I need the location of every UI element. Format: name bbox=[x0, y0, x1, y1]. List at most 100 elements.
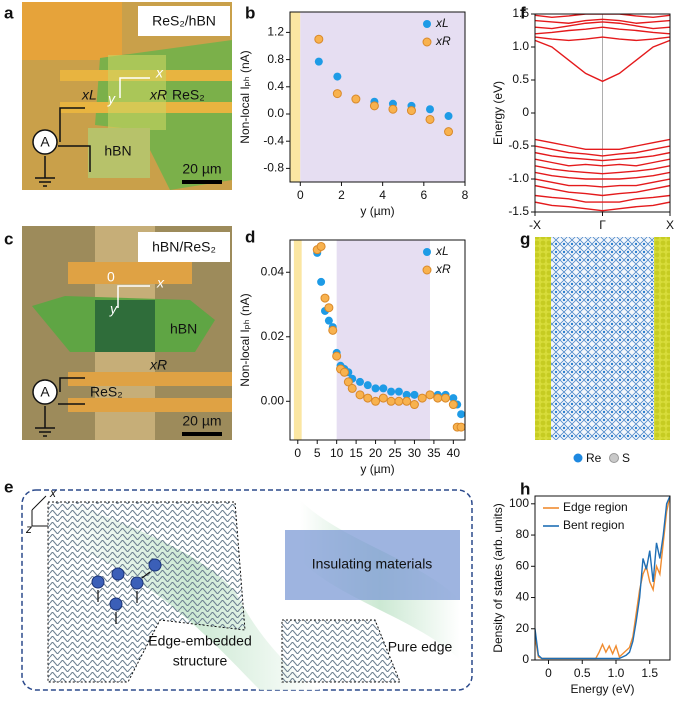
legend-label: xL bbox=[435, 244, 449, 258]
axis-arrows bbox=[31, 495, 48, 527]
overlap bbox=[108, 55, 166, 130]
x-tick-label: 2 bbox=[338, 188, 345, 202]
panel-c: c hBN/ReS₂ 0 x y hBN xR A ReS₂ 20 µm bbox=[4, 226, 232, 440]
line bbox=[535, 184, 670, 197]
x-tick-label: -X bbox=[529, 218, 541, 232]
probe-right: xR bbox=[149, 357, 167, 373]
marker bbox=[444, 127, 454, 137]
axis-y: y bbox=[109, 301, 118, 317]
x-tick-label: 6 bbox=[420, 188, 427, 202]
x-tick-label: 15 bbox=[349, 446, 363, 460]
marker bbox=[402, 396, 412, 406]
y-tick-label: 0 bbox=[522, 105, 529, 119]
panel-label: e bbox=[4, 477, 13, 496]
marker bbox=[425, 390, 435, 400]
line bbox=[535, 201, 670, 212]
marker bbox=[444, 112, 453, 121]
marker bbox=[456, 422, 466, 432]
ammeter bbox=[32, 379, 58, 405]
y-tick-label: -1.0 bbox=[508, 171, 529, 185]
x-tick-label: 0 bbox=[294, 446, 301, 460]
y-tick-label: 0.5 bbox=[512, 72, 529, 86]
probe-left: xL bbox=[81, 87, 97, 103]
line bbox=[535, 26, 670, 35]
scale-bar bbox=[182, 180, 222, 184]
marker bbox=[343, 377, 353, 387]
x-tick-label: 1.5 bbox=[641, 666, 658, 680]
arrows bbox=[97, 571, 151, 624]
y-axis-label: Energy (eV) bbox=[491, 81, 505, 145]
marker bbox=[449, 394, 458, 403]
x-tick-label: 0 bbox=[297, 188, 304, 202]
y-tick-label: 0.02 bbox=[261, 329, 285, 343]
axis-y: y bbox=[107, 91, 116, 107]
shaded-region bbox=[290, 12, 301, 182]
marker bbox=[406, 106, 416, 116]
axes-arrow bbox=[117, 285, 150, 308]
panel-label: b bbox=[245, 3, 255, 22]
material-label: ReS₂ bbox=[90, 384, 123, 400]
legend-label: Edge region bbox=[563, 500, 628, 514]
marker bbox=[339, 367, 349, 377]
embedded-label: Edge-embedded bbox=[148, 633, 252, 649]
y-tick-label: 0.0 bbox=[267, 106, 284, 120]
hbn-flake bbox=[88, 128, 150, 178]
y-tick-label: 0 bbox=[522, 652, 529, 666]
legend-marker bbox=[423, 248, 431, 256]
marker bbox=[324, 303, 334, 313]
x-axis-label: y (µm) bbox=[360, 204, 394, 218]
line bbox=[535, 36, 670, 42]
line bbox=[535, 14, 670, 19]
ammeter-label: A bbox=[40, 134, 50, 150]
marker bbox=[351, 94, 361, 104]
line bbox=[535, 18, 670, 24]
x-axis-label: Energy (eV) bbox=[570, 682, 634, 696]
plot-frame bbox=[289, 11, 466, 183]
edge-atoms bbox=[535, 237, 551, 440]
marker bbox=[394, 396, 404, 406]
y-axis-label: Non-local Iₚₕ (nA) bbox=[238, 293, 252, 386]
x-tick-label: 40 bbox=[447, 446, 461, 460]
marker bbox=[328, 325, 338, 335]
chart: h 0 20 40 60 80 100 0 0.5 1.0 1.5 Energy (eV) Densit… bbox=[491, 479, 671, 696]
sample-tag: ReS₂/hBN bbox=[152, 13, 216, 29]
probe-right: xR bbox=[149, 87, 167, 103]
material-label: hBN bbox=[170, 321, 197, 337]
wiring bbox=[35, 377, 85, 437]
insulator-label: Insulating materials bbox=[312, 556, 433, 572]
x-tick-label: 35 bbox=[427, 446, 441, 460]
marker bbox=[425, 114, 435, 124]
marker bbox=[371, 384, 380, 393]
axis-z: z bbox=[25, 522, 32, 536]
marker bbox=[347, 383, 357, 393]
panel-label: h bbox=[520, 479, 530, 498]
legend-marker bbox=[609, 453, 619, 463]
line bbox=[535, 158, 670, 167]
marker bbox=[417, 393, 427, 403]
insulating-block bbox=[285, 530, 460, 600]
tag-box bbox=[138, 232, 230, 262]
legend-label: Bent region bbox=[563, 518, 624, 532]
electrode-pad bbox=[22, 2, 122, 60]
legend-marker bbox=[573, 453, 583, 463]
line bbox=[535, 151, 670, 162]
marker bbox=[433, 393, 443, 403]
marker bbox=[388, 104, 398, 114]
tag-box bbox=[138, 6, 230, 36]
marker bbox=[314, 57, 323, 66]
edge-atoms bbox=[654, 237, 670, 440]
axes-arrow bbox=[119, 77, 150, 98]
y-axis-label: Density of states (arb. units) bbox=[491, 503, 505, 652]
x-tick-label: 30 bbox=[408, 446, 422, 460]
y-tick-label: 20 bbox=[516, 621, 530, 635]
electrode-pad bbox=[68, 262, 192, 284]
line bbox=[535, 194, 670, 203]
panel-label: c bbox=[4, 229, 13, 248]
embedded-label: structure bbox=[173, 653, 228, 669]
shaded-region bbox=[300, 12, 465, 182]
plot-frame bbox=[289, 239, 466, 441]
line bbox=[535, 496, 670, 660]
scale-bar bbox=[182, 432, 222, 436]
legend-marker bbox=[423, 20, 431, 28]
material-label: ReS₂ bbox=[172, 87, 205, 103]
